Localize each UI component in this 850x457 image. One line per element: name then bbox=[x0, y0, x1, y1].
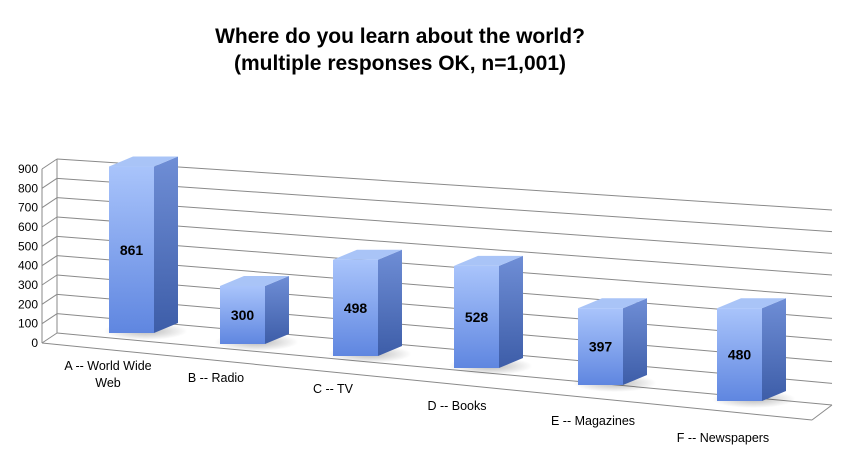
y-tick-label: 500 bbox=[18, 239, 38, 253]
data-label: 528 bbox=[465, 309, 489, 325]
y-tick-label: 100 bbox=[18, 317, 38, 331]
gridline-depth bbox=[41, 197, 58, 209]
data-label: 397 bbox=[589, 339, 613, 355]
bar-top bbox=[717, 298, 786, 309]
bar bbox=[109, 166, 154, 333]
gridline bbox=[56, 332, 833, 406]
x-tick-label: B -- Radio bbox=[188, 371, 244, 385]
gridline-depth bbox=[41, 332, 58, 344]
bar bbox=[333, 259, 378, 356]
gridline bbox=[56, 177, 833, 233]
y-tick-label: 400 bbox=[18, 259, 38, 273]
data-label: 300 bbox=[231, 307, 255, 323]
data-label: 498 bbox=[344, 300, 368, 316]
gridline bbox=[56, 313, 833, 384]
x-tick-label: C -- TV bbox=[313, 382, 354, 396]
chart-subtitle: (multiple responses OK, n=1,001) bbox=[233, 52, 567, 75]
bar-side bbox=[623, 298, 647, 385]
bar-top bbox=[578, 298, 647, 309]
bar-top bbox=[454, 255, 523, 266]
gridline-depth bbox=[41, 293, 58, 305]
gridline-depth bbox=[41, 255, 58, 267]
gridline bbox=[56, 216, 833, 276]
y-tick-label: 700 bbox=[18, 201, 38, 215]
bar-top bbox=[109, 156, 178, 167]
floor-right-edge bbox=[811, 404, 833, 421]
bar-side bbox=[499, 255, 523, 368]
bar-side bbox=[154, 156, 178, 333]
gridline bbox=[56, 255, 833, 319]
x-tick-label: F -- Newspapers bbox=[677, 431, 769, 445]
gridline bbox=[56, 274, 833, 341]
gridline-depth bbox=[41, 216, 58, 228]
y-tick-label: 0 bbox=[31, 336, 38, 350]
bar-side bbox=[378, 249, 402, 356]
bar bbox=[578, 308, 623, 385]
data-label: 861 bbox=[120, 242, 144, 258]
x-axis bbox=[41, 342, 813, 421]
y-tick-label: 600 bbox=[18, 220, 38, 234]
y-tick-label: 300 bbox=[18, 278, 38, 292]
bar bbox=[220, 286, 265, 344]
y-tick-label: 800 bbox=[18, 181, 38, 195]
bar bbox=[454, 265, 499, 368]
gridline-depth bbox=[41, 177, 58, 189]
gridline bbox=[56, 293, 833, 363]
chart-title: Where do you learn about the world? bbox=[215, 25, 585, 48]
bar-top bbox=[333, 249, 402, 260]
bar-top bbox=[220, 276, 289, 286]
gridline-depth bbox=[41, 158, 58, 170]
bar-side bbox=[762, 298, 786, 401]
y-tick-label: 200 bbox=[18, 297, 38, 311]
bar-side bbox=[265, 276, 289, 344]
x-tick-label: D -- Books bbox=[427, 399, 486, 413]
gridline-depth bbox=[41, 274, 58, 286]
data-label: 480 bbox=[728, 347, 752, 363]
gridline bbox=[56, 235, 833, 298]
x-tick-label: A -- World Wide Web bbox=[64, 359, 151, 390]
x-tick-label: E -- Magazines bbox=[551, 414, 635, 428]
bar bbox=[717, 308, 762, 401]
gridline bbox=[56, 197, 833, 254]
y-tick-label: 900 bbox=[18, 162, 38, 176]
gridline-depth bbox=[41, 235, 58, 247]
gridline-depth bbox=[41, 313, 58, 325]
gridline bbox=[56, 158, 833, 211]
